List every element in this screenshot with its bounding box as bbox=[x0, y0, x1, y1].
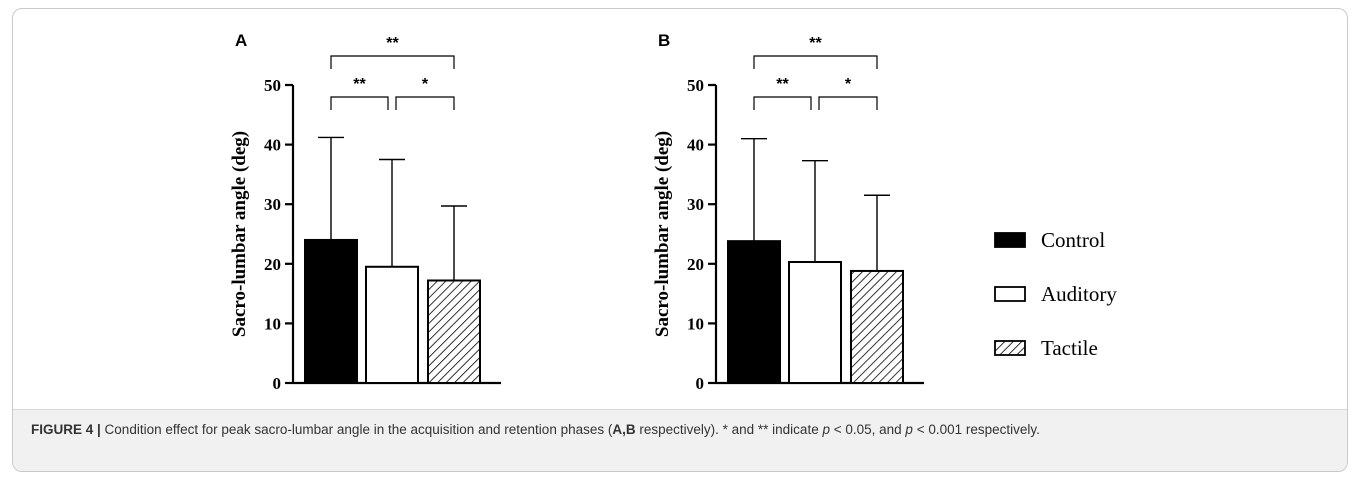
significance-label: * bbox=[845, 76, 852, 93]
legend: Control Auditory Tactile bbox=[994, 228, 1117, 360]
caption-p-value-1: p bbox=[822, 422, 830, 437]
panel-label-b: B bbox=[658, 31, 670, 50]
caption-panels: A,B bbox=[612, 422, 636, 437]
bar-tactile bbox=[850, 269, 904, 384]
figure-caption: FIGURE 4 | Condition effect for peak sac… bbox=[13, 409, 1347, 471]
caption-text-1: Condition effect for peak sacro-lumbar a… bbox=[100, 422, 613, 437]
legend-swatch-tactile bbox=[994, 340, 1026, 356]
y-tick-label: 30 bbox=[264, 195, 281, 214]
caption-text-2: respectively). * and ** indicate bbox=[635, 422, 823, 437]
y-tick-label: 30 bbox=[687, 195, 704, 214]
y-tick-label: 0 bbox=[273, 374, 282, 393]
significance-label: ** bbox=[386, 35, 399, 52]
panel-label-a: A bbox=[235, 31, 247, 50]
y-tick-label: 0 bbox=[696, 374, 705, 393]
significance-bracket bbox=[330, 96, 389, 110]
significance-bracket bbox=[818, 96, 878, 110]
bar-tactile bbox=[427, 279, 481, 385]
caption-text-3: < 0.05, and bbox=[829, 422, 906, 437]
legend-label-auditory: Auditory bbox=[1041, 282, 1117, 306]
y-tick-label: 20 bbox=[687, 255, 704, 274]
significance-bracket bbox=[753, 55, 878, 69]
caption-figure-label: FIGURE 4 | bbox=[31, 422, 101, 437]
legend-label-control: Control bbox=[1041, 228, 1105, 252]
y-tick-label: 50 bbox=[687, 76, 704, 95]
significance-bracket bbox=[395, 96, 455, 110]
y-tick-label: 50 bbox=[264, 76, 281, 95]
bar-auditory bbox=[788, 261, 842, 384]
legend-swatch-auditory bbox=[994, 286, 1026, 302]
y-tick-label: 40 bbox=[687, 136, 704, 155]
y-axis-title: Sacro-lumbar angle (deg) bbox=[229, 131, 250, 337]
figure-frame: A 0 10 20 30 40 50 Sacro-lumbar angle (deg) ** **… bbox=[12, 8, 1348, 472]
y-tick-label: 10 bbox=[264, 314, 281, 333]
significance-label: * bbox=[422, 76, 429, 93]
caption-p-value-2: p bbox=[905, 422, 913, 437]
bar-auditory bbox=[365, 265, 419, 384]
y-tick-label: 40 bbox=[264, 136, 281, 155]
significance-label: ** bbox=[353, 76, 366, 93]
bar-control bbox=[304, 238, 358, 384]
significance-label: ** bbox=[809, 35, 822, 52]
legend-swatch-control bbox=[994, 232, 1026, 248]
y-axis-title: Sacro-lumbar angle (deg) bbox=[652, 131, 673, 337]
y-tick-label: 20 bbox=[264, 255, 281, 274]
bar-control bbox=[727, 240, 781, 384]
caption-text-4: < 0.001 respectively. bbox=[912, 422, 1040, 437]
significance-bracket bbox=[330, 55, 455, 69]
legend-label-tactile: Tactile bbox=[1041, 336, 1098, 360]
y-tick-label: 10 bbox=[687, 314, 704, 333]
significance-bracket bbox=[753, 96, 812, 110]
significance-label: ** bbox=[776, 76, 789, 93]
